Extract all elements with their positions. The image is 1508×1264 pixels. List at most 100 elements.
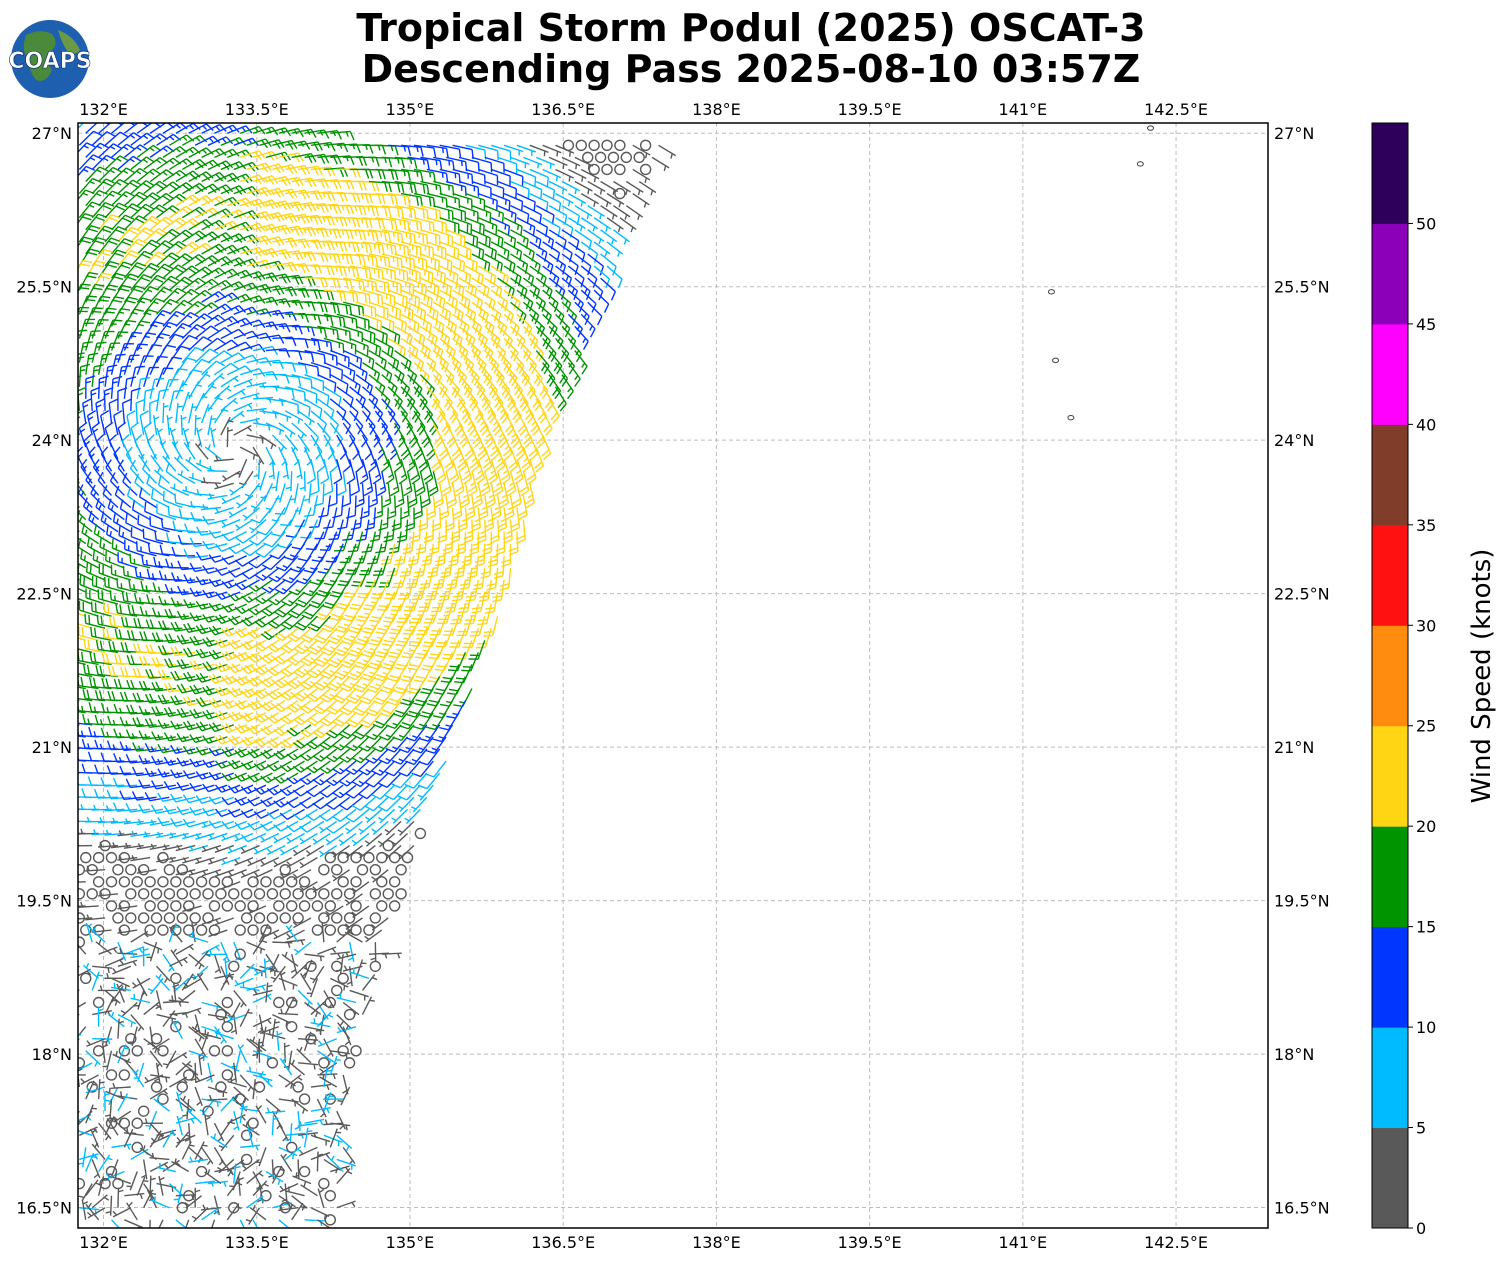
- wind-barb-feather: [472, 235, 475, 246]
- wind-barb-feather: [526, 214, 530, 224]
- wind-barb: [542, 265, 560, 288]
- wind-barb: [200, 504, 221, 511]
- wind-barb-half-feather: [274, 413, 277, 419]
- wind-barb: [388, 144, 412, 157]
- wind-barb-feather: [364, 243, 369, 253]
- wind-barb-feather: [426, 234, 429, 245]
- wind-barb-feather: [381, 244, 385, 255]
- wind-barb-feather: [478, 510, 488, 517]
- wind-barb-half-feather: [322, 192, 326, 198]
- wind-barb-feather: [330, 290, 335, 301]
- wind-barb-staff: [374, 386, 391, 401]
- wind-barb: [169, 205, 194, 219]
- wind-barb-feather: [78, 356, 85, 359]
- wind-barb-feather: [284, 273, 291, 283]
- wind-barb: [144, 501, 164, 521]
- wind-barb-half-feather: [347, 267, 351, 273]
- wind-barb-feather: [228, 198, 237, 207]
- wind-barb: [387, 313, 407, 333]
- wind-barb-half-feather: [197, 428, 203, 433]
- wind-barb-feather: [306, 478, 316, 485]
- wind-barb: [201, 219, 227, 231]
- wind-barb-feather: [368, 144, 374, 154]
- wind-barb-feather: [164, 240, 174, 247]
- wind-barb-feather: [287, 189, 294, 199]
- wind-barb-feather: [140, 277, 151, 282]
- wind-barb-half-feather: [475, 494, 482, 499]
- wind-barb: [222, 470, 241, 482]
- wind-barb-staff: [233, 402, 253, 412]
- wind-barb-half-feather: [374, 534, 380, 537]
- wind-barb: [439, 241, 460, 259]
- wind-barb: [125, 446, 138, 472]
- wind-barb: [136, 215, 161, 231]
- wind-barb-half-feather: [593, 176, 597, 183]
- wind-barb-half-feather: [416, 171, 419, 177]
- wind-barb-feather: [396, 207, 401, 218]
- wind-barb: [420, 229, 441, 246]
- wind-barb: [91, 154, 116, 170]
- wind-barb: [99, 410, 110, 436]
- wind-barb: [104, 155, 129, 170]
- wind-barb-feather: [396, 257, 399, 268]
- wind-barb: [574, 205, 593, 220]
- wind-barb-feather: [139, 144, 149, 151]
- wind-barb-staff: [149, 145, 167, 158]
- wind-barb-half-feather: [242, 514, 248, 519]
- wind-barb-feather: [612, 266, 617, 276]
- wind-barb: [201, 267, 227, 279]
- wind-barb-feather: [390, 269, 393, 280]
- wind-barb-half-feather: [299, 486, 306, 490]
- wind-barb-half-feather: [589, 325, 593, 331]
- wind-barb: [175, 194, 201, 207]
- wind-barb: [516, 241, 535, 262]
- wind-barb-feather: [142, 206, 152, 213]
- wind-barb-feather: [245, 245, 253, 254]
- wind-barb-staff: [555, 217, 574, 229]
- wind-barb-feather: [345, 279, 349, 290]
- wind-barb-staff: [336, 459, 343, 479]
- wind-barb: [201, 147, 227, 159]
- wind-barb: [310, 386, 330, 406]
- wind-barb: [400, 241, 422, 257]
- wind-barb: [136, 168, 162, 183]
- wind-barb-staff: [108, 403, 113, 424]
- wind-barb: [452, 265, 472, 285]
- wind-barb: [388, 265, 409, 282]
- wind-barb-half-feather: [358, 498, 364, 502]
- wind-barb: [342, 519, 357, 541]
- wind-barb-half-feather: [139, 300, 146, 304]
- wind-barb: [227, 245, 253, 256]
- wind-barb: [117, 365, 132, 387]
- wind-barb-feather: [143, 421, 153, 429]
- wind-barb-half-feather: [510, 236, 513, 243]
- wind-barb-staff: [136, 355, 145, 375]
- wind-barb: [423, 519, 434, 544]
- wind-barb-half-feather: [371, 157, 375, 163]
- wind-barb-half-feather: [580, 201, 584, 207]
- wind-barb-feather: [418, 297, 421, 308]
- wind-barb: [168, 345, 191, 364]
- wind-barb-staff: [226, 427, 229, 448]
- wind-barb-half-feather: [157, 428, 163, 433]
- wind-barb-feather: [101, 228, 112, 234]
- wind-barb-half-feather: [618, 201, 622, 208]
- wind-barb-staff: [175, 357, 188, 376]
- wind-barb-feather: [377, 269, 380, 279]
- wind-barb-half-feather: [559, 262, 563, 269]
- wind-barb: [162, 264, 187, 279]
- wind-barb-feather: [420, 498, 430, 505]
- wind-barb-feather: [308, 407, 311, 417]
- wind-barb: [606, 241, 624, 257]
- wind-barb-half-feather: [512, 408, 518, 414]
- wind-barb-feather: [394, 465, 403, 473]
- wind-barb-feather: [362, 156, 368, 166]
- wind-barb-feather: [285, 298, 291, 308]
- wind-barb-feather: [88, 446, 96, 455]
- wind-barb-half-feather: [359, 396, 363, 402]
- wind-barb-staff: [175, 403, 179, 424]
- wind-barb-feather: [401, 158, 405, 169]
- wind-barb-staff: [567, 289, 584, 305]
- wind-barb-half-feather: [416, 146, 419, 153]
- wind-barb: [632, 168, 651, 184]
